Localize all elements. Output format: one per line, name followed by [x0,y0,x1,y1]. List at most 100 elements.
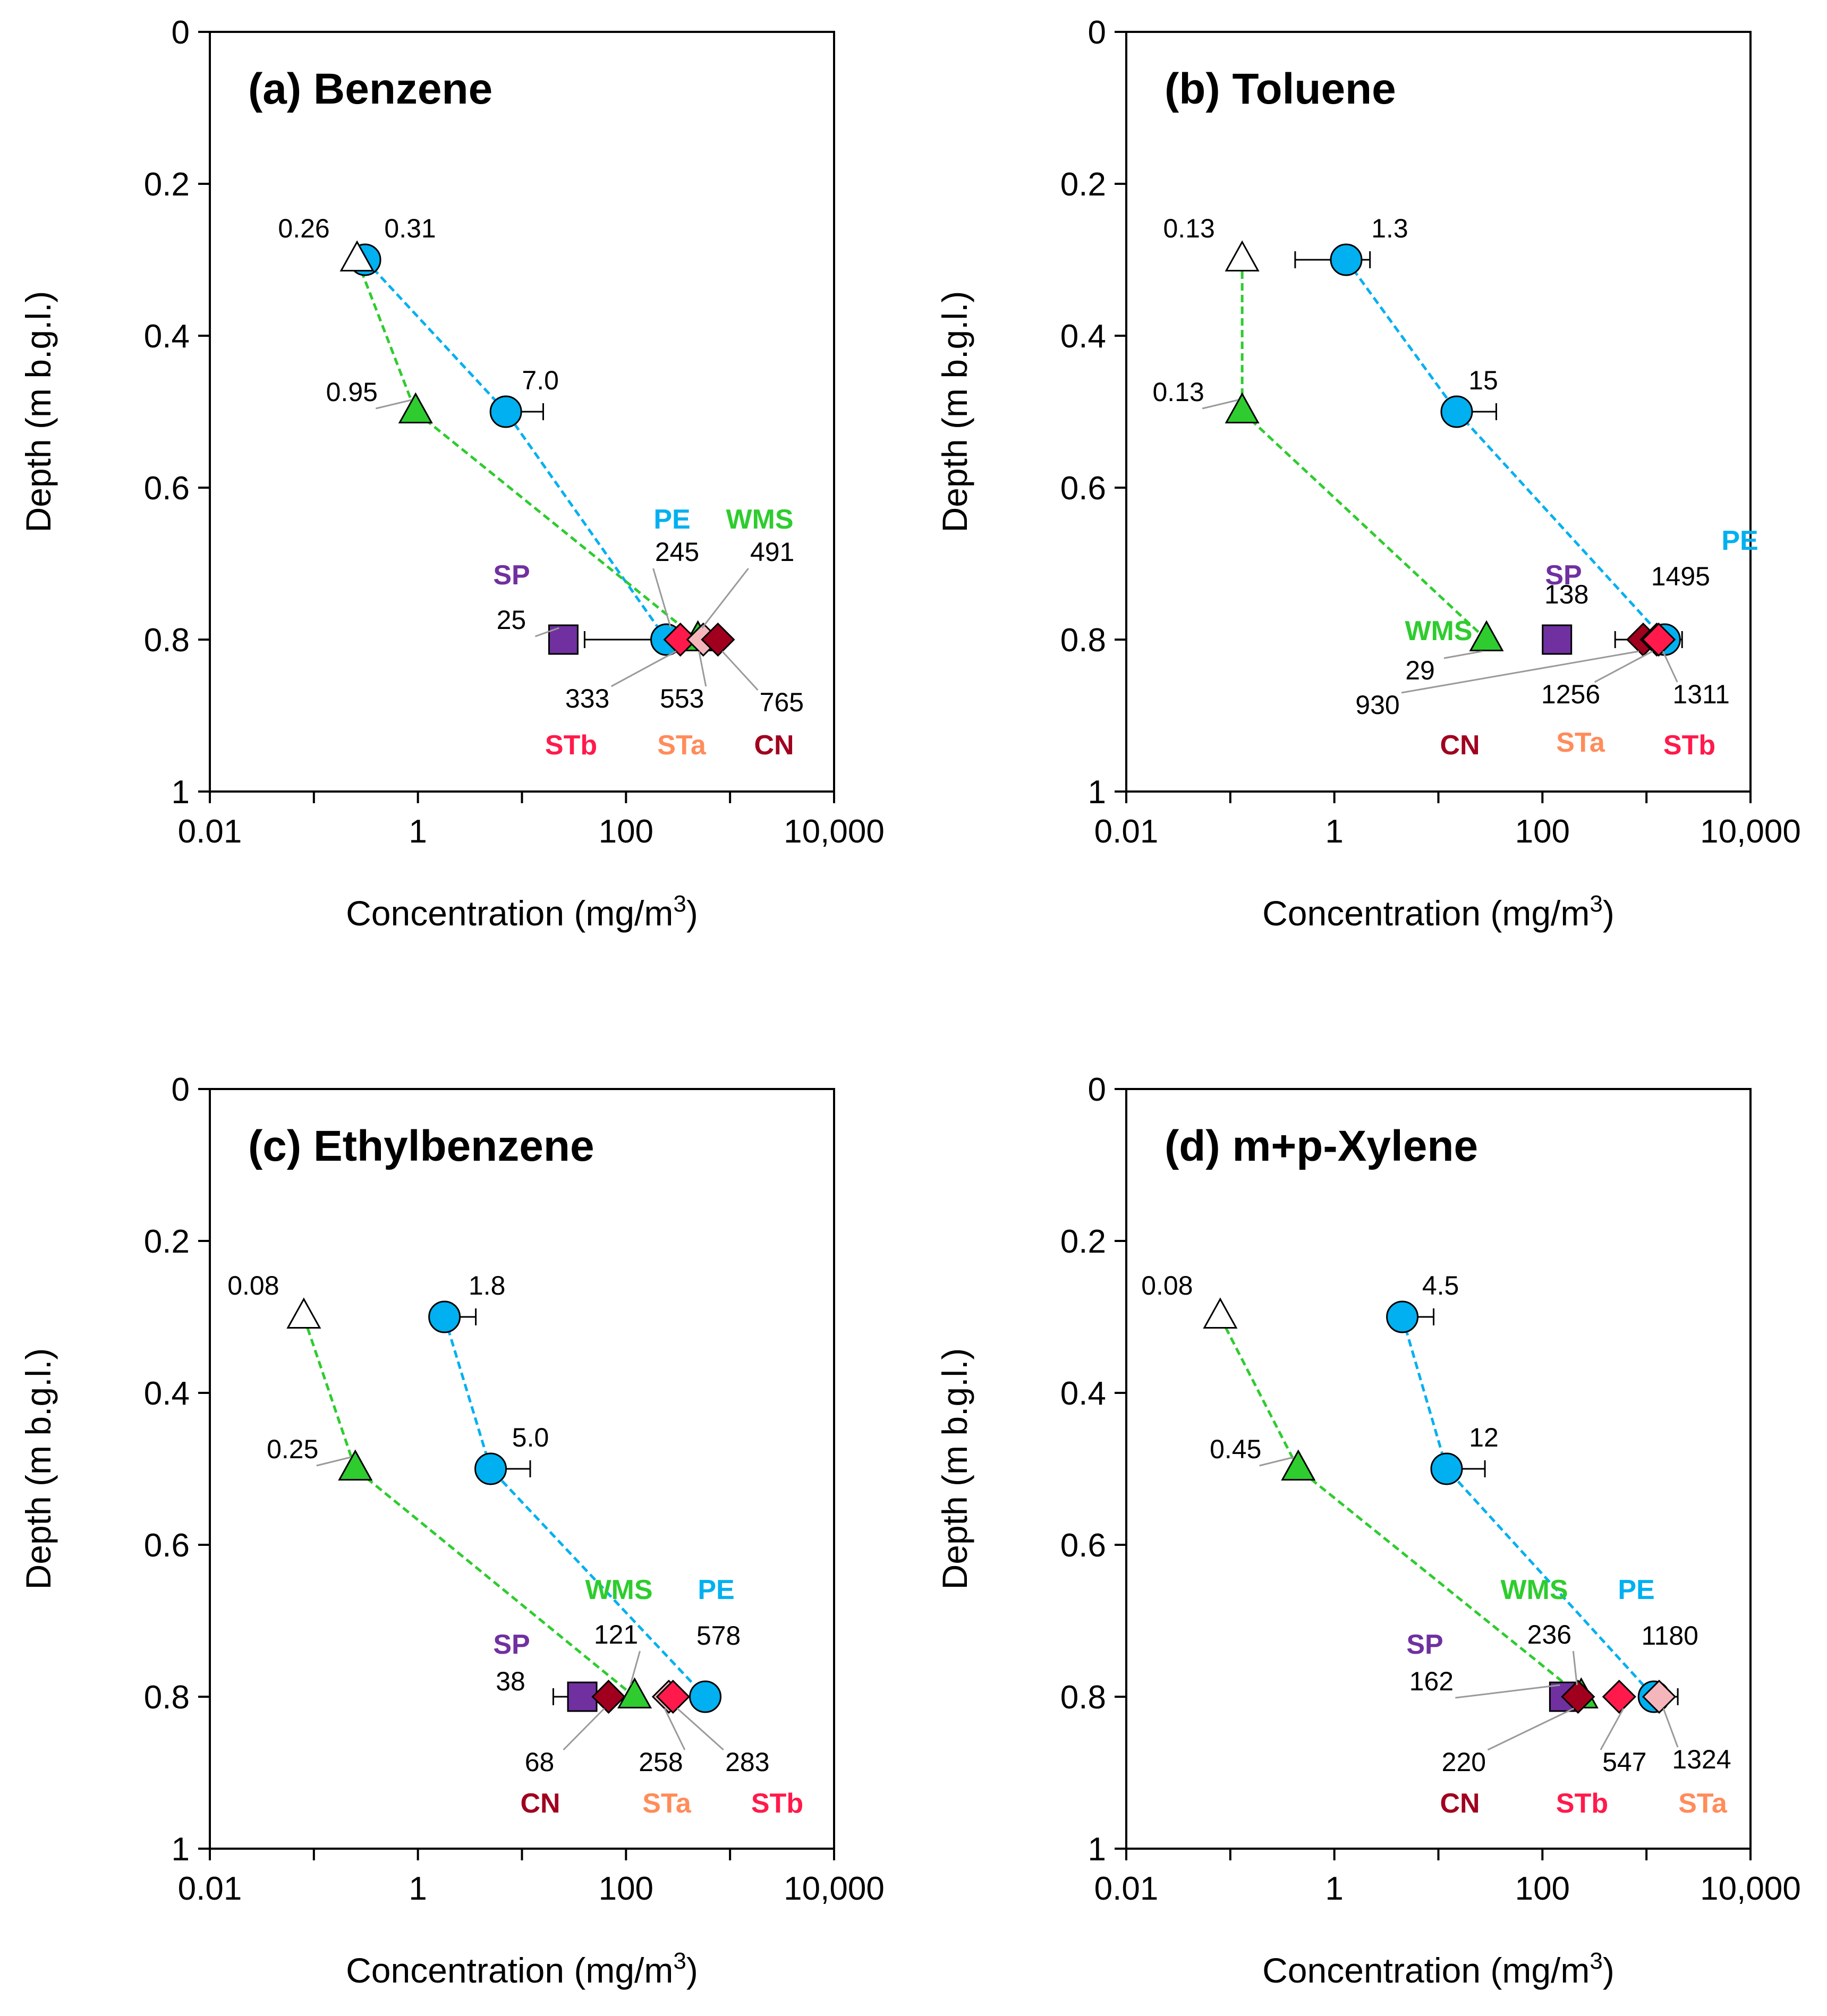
y-tick-label: 1 [172,1831,190,1868]
y-tick-label: 0.6 [1060,470,1106,507]
value-label-wms: 0.26 [278,214,329,243]
y-axis-title: Depth (m b.g.l.) [935,291,974,533]
x-tick-label: 100 [1515,1870,1570,1907]
label-leader [1662,651,1678,683]
label-leader [534,627,559,637]
value-label-wms: 0.08 [1141,1271,1193,1300]
value-label-stb: 547 [1602,1747,1646,1777]
method-label-sta: STa [657,730,707,761]
y-tick-label: 0 [1088,14,1106,51]
value-label-wms: 0.25 [267,1434,318,1464]
label-leader [1259,1456,1295,1467]
value-label-wms: 0.13 [1163,214,1214,243]
marker-pe-1 [489,395,522,428]
marker-wms-2 [617,1677,652,1709]
panel-title: (d) m+p-Xylene [1165,1122,1478,1170]
method-label-sta: STa [1556,727,1605,758]
x-tick-label: 0.01 [178,1870,242,1907]
marker-pe-0 [1386,1300,1419,1333]
label-leader [1662,1708,1679,1748]
method-label-cn: CN [1440,730,1480,761]
x-tick-label: 0.01 [1094,1870,1159,1907]
value-label-cn: 930 [1355,690,1399,720]
marker-pe-1 [1440,395,1473,428]
method-label-sp: SP [493,1629,530,1660]
marker-cn-0 [591,1679,626,1714]
panel-title: (c) Ethylbenzene [248,1122,594,1170]
marker-stb-0 [656,1679,690,1714]
value-label-wms: 0.08 [227,1271,279,1300]
value-label-wms: 0.13 [1152,377,1204,407]
series-line-wms [302,1316,636,1698]
marker-stb-0 [1642,622,1676,657]
marker-pe-1 [1430,1452,1463,1485]
method-label-wms: WMS [1500,1575,1568,1605]
marker-sp-0 [1542,624,1573,655]
y-tick-label: 0.8 [1060,1679,1106,1716]
value-label-wms: 236 [1527,1620,1571,1649]
value-label-wms: 121 [594,1620,638,1649]
label-leader [1594,650,1653,683]
label-leader [652,568,672,628]
marker-pe-1 [474,1452,507,1485]
marker-wms-0 [1203,1297,1238,1329]
series-line-wms [355,259,699,641]
marker-pe-2 [689,1680,722,1713]
value-label-wms: 0.45 [1210,1434,1261,1464]
x-tick-label: 1 [409,1870,427,1907]
y-tick-label: 0.4 [1060,1375,1106,1412]
label-leader [1455,1684,1560,1699]
x-tick-label: 100 [1515,813,1570,850]
y-tick-label: 0.2 [1060,1223,1106,1260]
method-label-sta: STa [642,1788,692,1819]
label-leader [1572,1651,1578,1686]
series-line-wms [1240,260,1488,641]
value-label-pe: 1.3 [1371,214,1408,243]
value-label-wms: 29 [1405,656,1435,685]
y-tick-label: 0.6 [144,1527,190,1564]
panel-d-mp-xylene: 00.20.40.60.810.01 1 100 10,000Concentratio… [935,1071,1801,1990]
marker-wms-1 [338,1449,373,1481]
x-tick-label: 1 [1325,813,1343,850]
y-tick-label: 0 [1088,1071,1106,1108]
value-label-stb: 1311 [1672,679,1730,709]
panel-title: (a) Benzene [248,65,492,113]
y-tick-label: 0.8 [144,622,190,659]
method-label-wms: WMS [726,504,793,535]
method-label-sta: STa [1678,1788,1728,1819]
x-tick-label: 0.01 [178,813,242,850]
value-label-wms: 0.95 [326,377,378,407]
panel-title: (b) Toluene [1165,65,1396,113]
x-tick-label: 10,000 [1700,813,1801,850]
value-label-pe: 4.5 [1422,1271,1459,1300]
label-leader [630,1651,641,1686]
label-leader [1401,650,1639,694]
marker-pe-0 [428,1300,461,1333]
x-axis-title: Concentration (mg/m3) [1262,1948,1614,1990]
label-leader [1487,1707,1575,1751]
y-tick-label: 0.8 [1060,622,1106,659]
method-label-stb: STb [1663,730,1715,761]
marker-wms-2 [1469,620,1504,652]
method-label-wms: WMS [585,1575,652,1605]
value-label-stb: 283 [725,1747,769,1777]
value-label-sta: 553 [660,684,704,713]
value-label-sp: 162 [1409,1666,1454,1696]
y-tick-label: 0.4 [144,318,190,355]
y-tick-label: 0.6 [144,470,190,507]
label-leader [1202,399,1238,410]
value-label-pe: 1.8 [469,1271,506,1300]
x-tick-label: 1 [409,813,427,850]
label-leader [721,650,759,691]
marker-cn-0 [701,622,735,657]
marker-wms-0 [1225,240,1260,272]
x-tick-label: 100 [599,813,653,850]
method-label-stb: STb [1556,1788,1608,1819]
y-tick-label: 1 [1088,774,1106,811]
x-tick-label: 10,000 [784,1870,885,1907]
y-tick-label: 0.4 [1060,318,1106,355]
method-label-pe: PE [698,1575,734,1605]
panel-a-benzene: 00.20.40.60.810.01 1 100 10,000Concentratio… [19,14,885,933]
value-label-pe: 1495 [1651,562,1710,591]
